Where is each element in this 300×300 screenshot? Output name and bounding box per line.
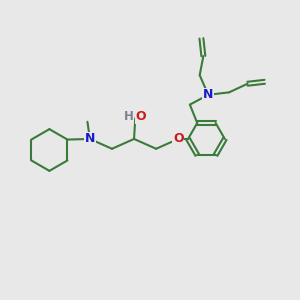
Text: N: N (85, 133, 95, 146)
Text: O: O (135, 110, 146, 123)
Text: O: O (173, 133, 184, 146)
Text: N: N (203, 88, 214, 101)
Text: H: H (124, 110, 133, 123)
